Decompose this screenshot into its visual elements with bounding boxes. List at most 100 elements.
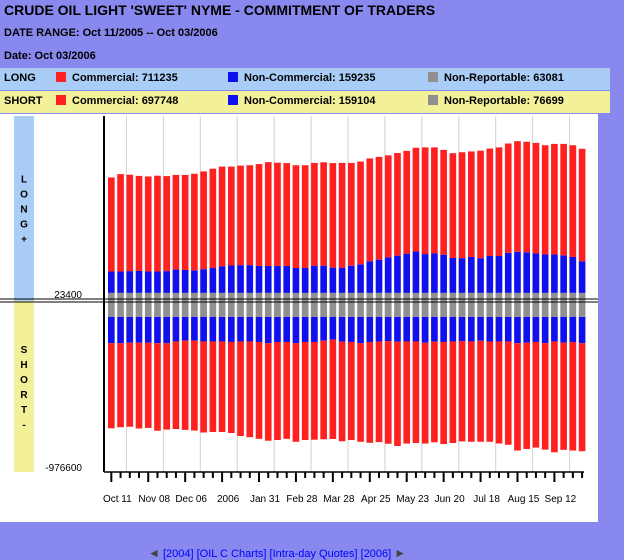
- short-commercial-bar: [431, 341, 438, 443]
- short-noncommercial-bar: [504, 316, 512, 342]
- x-tick-label: Aug 15: [508, 494, 540, 505]
- long-nonreportable-bar: [504, 292, 512, 301]
- legend-long-commercial: Commercial: 711235: [56, 72, 178, 84]
- long-commercial-bar: [357, 161, 364, 265]
- short-noncommercial-bar: [449, 316, 457, 342]
- short-nonreportable-bar: [569, 301, 577, 317]
- short-noncommercial-bar: [108, 316, 115, 344]
- short-nonreportable-bar: [301, 301, 309, 317]
- short-nonreportable-bar: [163, 301, 171, 317]
- short-noncommercial-bar: [228, 316, 235, 342]
- short-noncommercial-bar: [468, 316, 475, 342]
- short-nonreportable-bar: [218, 301, 226, 317]
- long-nonreportable-bar: [301, 292, 309, 301]
- short-commercial-bar: [255, 341, 263, 439]
- x-tick-label: Mar 28: [323, 494, 355, 505]
- long-commercial-bar: [551, 143, 558, 255]
- long-nonreportable-bar: [560, 292, 567, 301]
- short-commercial-bar: [283, 341, 291, 439]
- long-commercial-bar: [569, 145, 577, 257]
- prev-arrow-icon[interactable]: ◄: [148, 546, 160, 560]
- legend-long-label: LONG: [4, 72, 36, 84]
- short-commercial-bar: [154, 343, 161, 431]
- short-commercial-bar: [578, 343, 586, 452]
- nonreportable-swatch: [428, 95, 438, 105]
- short-nonreportable-bar: [578, 301, 586, 317]
- short-nonreportable-bar: [560, 301, 567, 317]
- commercial-swatch: [56, 95, 66, 105]
- long-noncommercial-bar: [431, 253, 438, 293]
- short-noncommercial-bar: [394, 316, 401, 342]
- long-noncommercial-bar: [384, 257, 392, 293]
- short-nonreportable-bar: [209, 301, 217, 317]
- short-noncommercial-bar: [541, 316, 549, 344]
- long-noncommercial-bar: [495, 256, 503, 293]
- short-nonreportable-bar: [108, 301, 115, 317]
- long-nonreportable-bar: [421, 292, 429, 301]
- short-commercial-bar: [477, 340, 484, 442]
- long-commercial-bar: [126, 174, 134, 272]
- short-noncommercial-bar: [348, 316, 355, 342]
- short-noncommercial-bar: [532, 316, 540, 342]
- long-commercial-bar: [532, 142, 540, 254]
- short-nonreportable-bar: [486, 301, 494, 317]
- long-noncommercial-bar: [541, 254, 549, 293]
- long-noncommercial-bar: [108, 271, 115, 293]
- short-commercial-bar: [246, 341, 254, 438]
- short-nonreportable-bar: [255, 301, 263, 317]
- chart-panel: L O N G + S H O R T -23400 -976600 Oct 11 Nov 08 Dec 0…: [0, 114, 598, 522]
- legend-long-row: LONG Commercial: 711235 Non-Commercial: …: [0, 68, 610, 90]
- short-noncommercial-bar: [458, 316, 466, 342]
- short-noncommercial-bar: [412, 316, 420, 342]
- short-noncommercial-bar: [311, 316, 318, 342]
- short-commercial-bar: [495, 341, 503, 444]
- short-noncommercial-bar: [172, 316, 180, 342]
- long-noncommercial-bar: [578, 261, 586, 293]
- x-tick-label: Jan 31: [250, 494, 280, 505]
- x-tick-label: Jul 18: [473, 494, 500, 505]
- long-nonreportable-bar: [283, 292, 291, 301]
- long-nonreportable-bar: [578, 292, 586, 301]
- long-noncommercial-bar: [560, 255, 567, 293]
- short-noncommercial-bar: [135, 316, 143, 343]
- short-commercial-bar: [209, 341, 217, 432]
- long-noncommercial-bar: [440, 254, 447, 293]
- short-commercial-bar: [338, 341, 346, 442]
- short-commercial-bar: [320, 340, 327, 440]
- long-nonreportable-bar: [126, 292, 134, 301]
- long-noncommercial-bar: [320, 265, 327, 293]
- long-nonreportable-bar: [541, 292, 549, 301]
- short-commercial-bar: [440, 341, 447, 445]
- short-commercial-bar: [375, 341, 383, 443]
- long-commercial-bar: [338, 162, 346, 268]
- short-noncommercial-bar: [403, 316, 411, 342]
- short-nonreportable-bar: [551, 301, 558, 317]
- long-commercial-bar: [237, 165, 244, 266]
- short-noncommercial-bar: [283, 316, 291, 342]
- short-noncommercial-bar: [421, 316, 429, 343]
- long-nonreportable-bar: [431, 292, 438, 301]
- long-commercial-bar: [440, 149, 447, 255]
- legend-long-noncommercial-text: Non-Commercial: 159235: [244, 72, 376, 84]
- long-noncommercial-bar: [274, 265, 281, 293]
- short-commercial-bar: [218, 341, 226, 432]
- long-noncommercial-bar: [200, 269, 207, 293]
- long-noncommercial-bar: [154, 271, 161, 293]
- legend-long-commercial-text: Commercial: 711235: [72, 72, 178, 84]
- short-nonreportable-bar: [283, 301, 291, 317]
- long-noncommercial-bar: [329, 267, 337, 293]
- long-nonreportable-bar: [135, 292, 143, 301]
- footer-links[interactable]: [2004] [OIL C Charts] [Intra-day Quotes]…: [162, 548, 392, 560]
- long-commercial-bar: [578, 148, 586, 262]
- long-commercial-bar: [311, 162, 318, 266]
- long-noncommercial-bar: [348, 265, 355, 293]
- long-nonreportable-bar: [218, 292, 226, 301]
- next-arrow-icon[interactable]: ►: [394, 546, 407, 560]
- long-commercial-bar: [403, 150, 411, 254]
- long-noncommercial-bar: [412, 251, 420, 293]
- long-commercial-bar: [255, 164, 263, 266]
- long-noncommercial-bar: [117, 271, 124, 293]
- long-commercial-bar: [348, 162, 355, 266]
- short-noncommercial-bar: [477, 316, 484, 341]
